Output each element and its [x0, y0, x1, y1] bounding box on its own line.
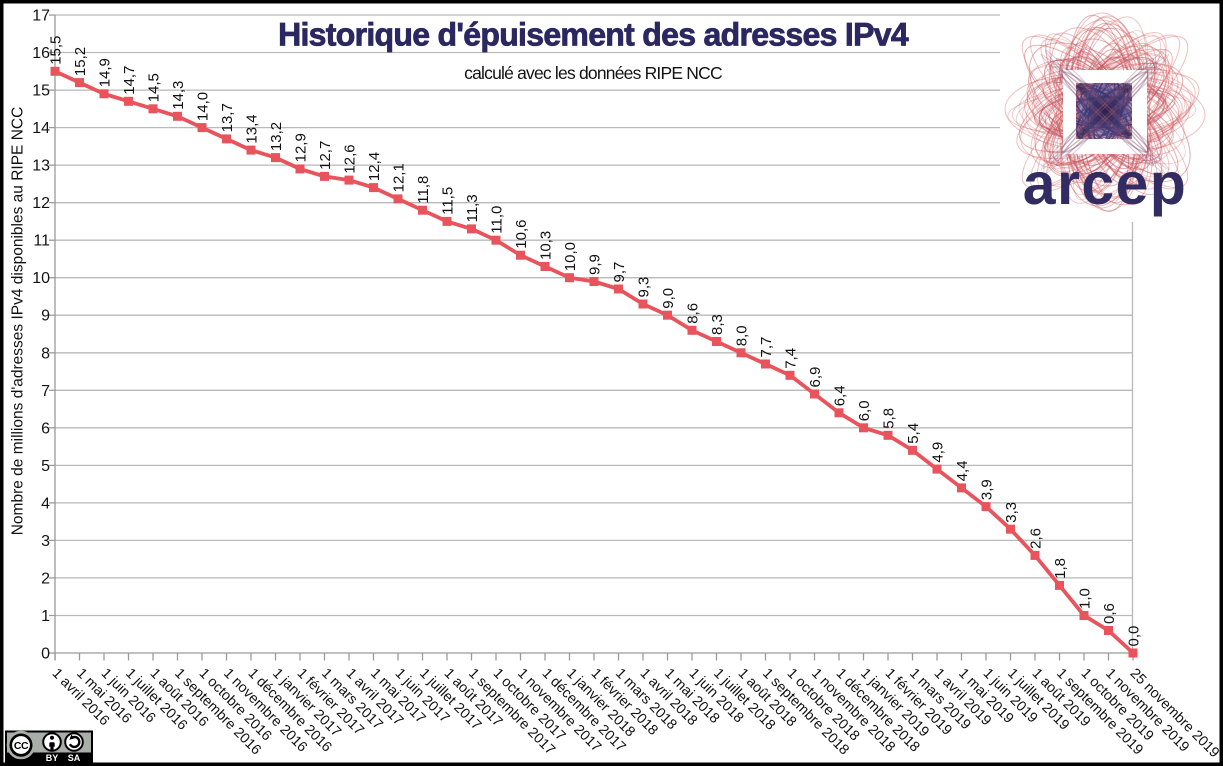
svg-text:13,2: 13,2 [268, 122, 285, 151]
svg-text:13,7: 13,7 [219, 103, 236, 132]
svg-text:15,2: 15,2 [72, 47, 89, 76]
svg-text:11,0: 11,0 [489, 206, 506, 234]
svg-text:6,4: 6,4 [832, 385, 849, 406]
svg-text:1: 1 [41, 608, 50, 625]
svg-text:14: 14 [32, 120, 50, 137]
svg-text:1,8: 1,8 [1052, 558, 1069, 579]
svg-text:12,7: 12,7 [317, 141, 334, 170]
svg-text:13,4: 13,4 [244, 114, 261, 143]
svg-text:9,9: 9,9 [587, 254, 604, 275]
svg-text:arcep: arcep [1023, 151, 1187, 217]
svg-text:0,0: 0,0 [1126, 626, 1143, 647]
svg-text:14,7: 14,7 [121, 66, 138, 95]
svg-text:17: 17 [32, 8, 50, 25]
svg-text:BY: BY [46, 753, 59, 763]
svg-text:9: 9 [41, 308, 50, 325]
svg-text:16: 16 [32, 45, 50, 62]
svg-text:9,0: 9,0 [660, 288, 677, 309]
svg-text:8,0: 8,0 [734, 325, 751, 346]
svg-text:5,8: 5,8 [881, 408, 898, 429]
svg-text:2: 2 [41, 570, 50, 587]
svg-text:14,3: 14,3 [170, 81, 187, 110]
svg-text:10: 10 [32, 270, 50, 287]
svg-text:10,0: 10,0 [562, 242, 579, 271]
svg-text:12,1: 12,1 [391, 163, 408, 192]
svg-text:9,7: 9,7 [611, 262, 628, 283]
svg-text:SA: SA [68, 753, 81, 763]
svg-text:11: 11 [33, 233, 50, 250]
svg-text:2,6: 2,6 [1028, 528, 1045, 549]
svg-text:9,3: 9,3 [636, 277, 653, 298]
svg-text:Nombre de millions d'adresses: Nombre de millions d'adresses IPv4 dispo… [10, 107, 27, 536]
svg-text:Historique d'épuisement des ad: Historique d'épuisement des adresses IPv… [278, 17, 909, 53]
svg-text:11,5: 11,5 [440, 187, 457, 215]
svg-text:8,6: 8,6 [685, 303, 702, 324]
svg-text:15: 15 [32, 83, 50, 100]
svg-text:6,9: 6,9 [807, 367, 824, 388]
svg-text:calculé avec les données RIPE: calculé avec les données RIPE NCC [464, 63, 722, 83]
svg-text:10,6: 10,6 [513, 219, 530, 248]
svg-text:4,4: 4,4 [954, 461, 971, 482]
svg-text:15,5: 15,5 [48, 36, 65, 65]
svg-text:5: 5 [41, 458, 50, 475]
svg-text:5,4: 5,4 [905, 423, 922, 444]
svg-text:12,9: 12,9 [293, 133, 310, 162]
svg-text:3: 3 [41, 533, 50, 550]
svg-text:8,3: 8,3 [709, 314, 726, 335]
svg-text:3,3: 3,3 [1003, 502, 1020, 523]
svg-text:7: 7 [41, 383, 50, 400]
svg-text:14,9: 14,9 [97, 58, 114, 87]
svg-text:CC: CC [14, 740, 29, 752]
svg-text:14,5: 14,5 [146, 73, 163, 102]
svg-text:11,3: 11,3 [464, 194, 481, 222]
svg-text:7,7: 7,7 [758, 337, 775, 358]
svg-text:13: 13 [32, 158, 50, 175]
svg-text:1,0: 1,0 [1077, 588, 1094, 609]
svg-text:8: 8 [41, 345, 50, 362]
svg-text:4: 4 [41, 495, 50, 512]
svg-text:3,9: 3,9 [979, 479, 996, 500]
svg-text:11,8: 11,8 [415, 176, 432, 204]
svg-text:12: 12 [32, 195, 50, 212]
svg-text:6,0: 6,0 [856, 400, 873, 421]
svg-text:12,6: 12,6 [342, 144, 359, 173]
svg-text:6: 6 [41, 420, 50, 437]
svg-text:7,4: 7,4 [783, 348, 800, 369]
svg-text:12,4: 12,4 [366, 152, 383, 181]
svg-text:14,0: 14,0 [195, 92, 212, 121]
svg-text:4,9: 4,9 [930, 442, 947, 463]
svg-text:0,6: 0,6 [1101, 603, 1118, 624]
svg-text:0: 0 [41, 646, 50, 663]
svg-text:10,3: 10,3 [538, 231, 555, 260]
